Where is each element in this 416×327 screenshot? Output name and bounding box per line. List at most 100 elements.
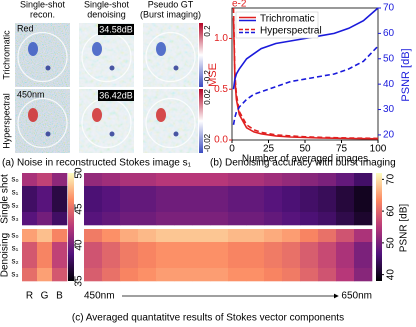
heatmap-cell	[102, 255, 121, 269]
heatmap-cell	[52, 199, 68, 213]
heatmap-cell	[300, 229, 319, 243]
panel-a: Single-shotrecon.Single-shotdenoisingPse…	[1, 0, 212, 169]
heatmap-cell	[246, 199, 265, 213]
row-group-label: Single shot	[0, 174, 11, 224]
heatmap-cell	[336, 229, 355, 243]
image-feature	[156, 42, 166, 56]
y-axis-label: MSE	[207, 63, 219, 87]
heatmap-cell	[300, 173, 319, 187]
heatmap-cell	[354, 212, 373, 226]
y-tick-label: 1.0	[214, 33, 228, 44]
heatmap-cell	[264, 255, 283, 269]
colorbar-tick: -0.2	[203, 70, 212, 84]
heatmap-cell	[210, 268, 229, 282]
row-label: s₀	[11, 175, 18, 184]
y2-tick-label: 20	[383, 130, 395, 141]
heatmap-cell	[174, 255, 193, 269]
heatmap-cell	[192, 242, 211, 256]
colorbar-tick-label: 50	[74, 167, 85, 179]
heatmap-cell	[210, 173, 229, 187]
heatmap-cell	[228, 186, 247, 200]
heatmap-cell	[174, 212, 193, 226]
x-tick-label: 75	[336, 144, 348, 155]
heatmap-cell	[156, 186, 175, 200]
colorbar-tick: -0.02	[203, 133, 212, 152]
heatmap-cell	[264, 229, 283, 243]
heatmap-cell	[300, 199, 319, 213]
heatmap-cell	[228, 255, 247, 269]
heatmap-cell	[84, 268, 103, 282]
row-label: Trichromatic	[1, 30, 11, 80]
heatmap-cell	[52, 229, 68, 243]
caption: (a) Noise in reconstructed Stokes image …	[2, 158, 192, 169]
y-offset-label: e-2	[232, 0, 247, 10]
heatmap-cell	[318, 199, 337, 213]
image-feature	[92, 108, 102, 122]
heatmap-cell	[52, 186, 68, 200]
heatmap-cell	[264, 268, 283, 282]
row-label: s₁	[12, 244, 19, 253]
heatmap-cell	[84, 255, 103, 269]
y2-axis-label: PSNR [dB]	[400, 48, 412, 101]
y2-tick-label: 30	[383, 104, 395, 115]
heatmap-cell	[192, 173, 211, 187]
heatmap-cell	[228, 212, 247, 226]
heatmap-cell	[102, 186, 121, 200]
heatmap-cell	[300, 242, 319, 256]
row-group-label: Denoising	[0, 233, 11, 277]
heatmap-cell	[102, 242, 121, 256]
heatmap-cell	[84, 199, 103, 213]
heatmap-cell	[156, 242, 175, 256]
psnr-badge	[98, 24, 134, 35]
heatmap-cell	[138, 229, 157, 243]
heatmap-cell	[282, 199, 301, 213]
heatmap-cell	[354, 186, 373, 200]
y-tick-label: 0.5	[214, 84, 228, 95]
heatmap-cell	[120, 212, 139, 226]
heatmap-cell	[336, 173, 355, 187]
image-feature	[173, 131, 179, 137]
colorbar	[68, 173, 74, 281]
heatmap-cell	[336, 242, 355, 256]
image-disk	[145, 97, 196, 149]
heatmap-cell	[156, 229, 175, 243]
y2-tick-label: 40	[383, 79, 395, 90]
psnr-badge	[98, 90, 134, 101]
heatmap-cell	[192, 255, 211, 269]
heatmap-cell	[37, 242, 53, 256]
heatmap-cell	[174, 186, 193, 200]
heatmap-cell	[37, 199, 53, 213]
heatmap-cell	[120, 242, 139, 256]
heatmap-cell	[264, 199, 283, 213]
x-end-label: 650nm	[341, 291, 372, 302]
colorbar-tick: 0.02	[203, 89, 212, 105]
heatmap-cell	[174, 242, 193, 256]
heatmap-cell	[22, 255, 38, 269]
colorbar-tick-label: 70	[386, 173, 397, 185]
heatmap-cell	[264, 242, 283, 256]
heatmap-cell	[336, 255, 355, 269]
colorbar-tick-label: 35	[74, 275, 85, 287]
legend-box	[235, 11, 319, 39]
colorbar-tick-label: 40	[386, 269, 397, 281]
image-disk	[145, 31, 196, 83]
heatmap-cell	[138, 255, 157, 269]
heatmap-cell	[102, 229, 121, 243]
heatmap-cell	[282, 268, 301, 282]
heatmap-cell	[354, 199, 373, 213]
legend-label: Hyperspectral	[260, 26, 322, 37]
colorbar-label: PSNR [dB]	[399, 204, 410, 253]
heatmap-cell	[228, 242, 247, 256]
heatmap-cell	[264, 173, 283, 187]
image-label: 450nm	[17, 89, 45, 99]
x-axis-label: Number of averaged images	[242, 154, 368, 165]
colorbar	[376, 173, 382, 281]
heatmap-cell	[156, 173, 175, 187]
heatmap-cell	[336, 186, 355, 200]
column-label: R	[26, 291, 33, 302]
heatmap-cell	[210, 255, 229, 269]
heatmap-cell	[52, 242, 68, 256]
heatmap-cell	[318, 173, 337, 187]
heatmap-cell	[228, 268, 247, 282]
